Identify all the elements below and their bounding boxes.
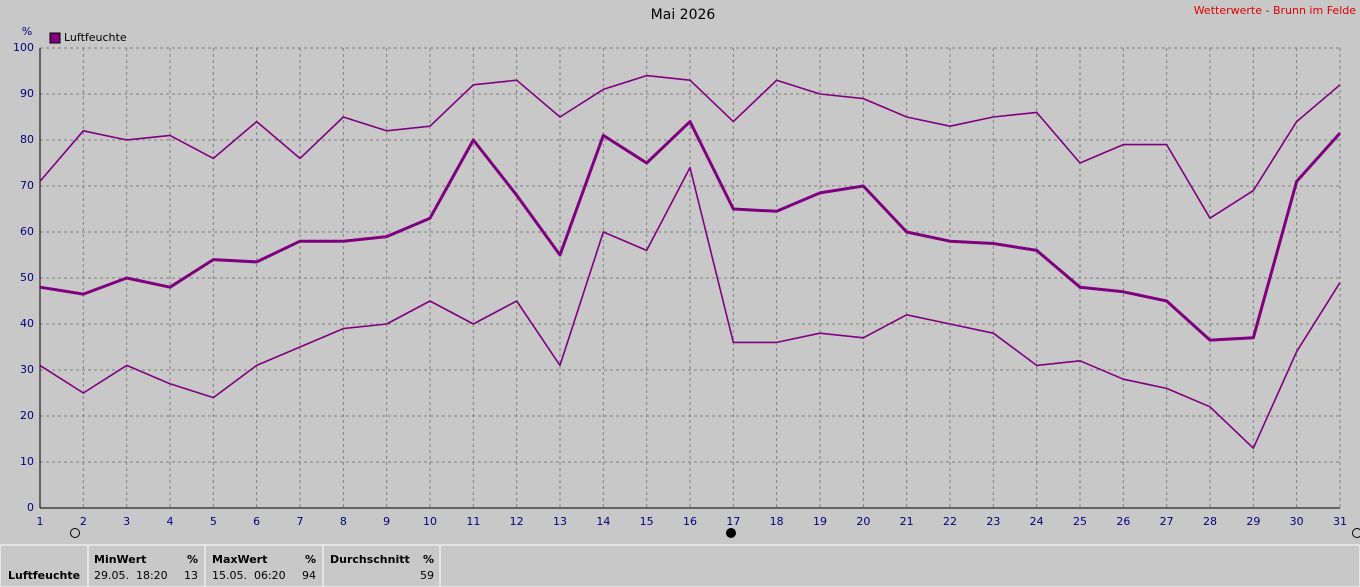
- y-tick-label: 60: [20, 225, 34, 238]
- marker: [70, 528, 80, 538]
- x-tick-label: 10: [423, 515, 437, 528]
- line-series: [39, 74, 1341, 219]
- x-tick-label: 1: [37, 515, 44, 528]
- legend-label: Luftfeuchte: [64, 31, 127, 44]
- marker: [726, 528, 736, 538]
- footer-table: Luftfeuchte MinWert % 29.05. 18:20 13 Ma…: [0, 544, 1360, 587]
- x-tick-label: 16: [683, 515, 697, 528]
- x-tick-label: 24: [1030, 515, 1044, 528]
- marker: [1352, 528, 1360, 538]
- x-tick-label: 3: [123, 515, 130, 528]
- y-tick-label: 20: [20, 409, 34, 422]
- x-tick-label: 15: [640, 515, 654, 528]
- row-label: Luftfeuchte: [8, 569, 80, 582]
- x-tick-label: 7: [297, 515, 304, 528]
- x-tick-label: 31: [1333, 515, 1347, 528]
- x-tick-label: 22: [943, 515, 957, 528]
- line-series: [39, 166, 1341, 449]
- col-header: MaxWert: [212, 553, 267, 566]
- x-tick-label: 28: [1203, 515, 1217, 528]
- col-unit: %: [305, 553, 316, 566]
- x-tick-label: 9: [383, 515, 390, 528]
- x-tick-label: 6: [253, 515, 260, 528]
- x-tick-label: 20: [856, 515, 870, 528]
- x-tick-label: 26: [1116, 515, 1130, 528]
- x-tick-label: 12: [510, 515, 524, 528]
- y-tick-label: 0: [27, 501, 34, 514]
- col-header: MinWert: [94, 553, 146, 566]
- y-tick-label: 10: [20, 455, 34, 468]
- source: Wetterwerte - Brunn im Felde: [1194, 4, 1357, 17]
- x-tick-label: 21: [900, 515, 914, 528]
- x-tick-label: 13: [553, 515, 567, 528]
- y-tick-label: 30: [20, 363, 34, 376]
- col-value: 13: [184, 569, 198, 582]
- x-tick-label: 19: [813, 515, 827, 528]
- y-tick-label: 80: [20, 133, 34, 146]
- table-bg: [0, 544, 1360, 587]
- x-tick-label: 29: [1246, 515, 1260, 528]
- x-tick-label: 30: [1290, 515, 1304, 528]
- y-tick-label: 90: [20, 87, 34, 100]
- col-unit: %: [187, 553, 198, 566]
- x-tick-label: 8: [340, 515, 347, 528]
- x-tick-label: 27: [1160, 515, 1174, 528]
- x-tick-label: 17: [726, 515, 740, 528]
- x-tick-label: 4: [167, 515, 174, 528]
- chart-title: Mai 2026: [651, 7, 716, 23]
- y-tick-label: 40: [20, 317, 34, 330]
- x-tick-label: 23: [986, 515, 1000, 528]
- col-time: 15.05. 06:20: [212, 569, 286, 582]
- col-header: Durchschnitt: [330, 553, 410, 566]
- y-tick-label: 70: [20, 179, 34, 192]
- y-tick-label: 50: [20, 271, 34, 284]
- y-axis-label: %: [22, 25, 32, 38]
- legend-swatch: [49, 32, 61, 44]
- col-unit: %: [423, 553, 434, 566]
- y-tick-label: 100: [13, 41, 34, 54]
- col-value: 94: [302, 569, 316, 582]
- x-tick-label: 2: [80, 515, 87, 528]
- x-tick-label: 25: [1073, 515, 1087, 528]
- x-tick-label: 11: [466, 515, 480, 528]
- line-series: [39, 120, 1342, 342]
- x-tick-label: 18: [770, 515, 784, 528]
- col-time: 29.05. 18:20: [94, 569, 168, 582]
- x-tick-label: 5: [210, 515, 217, 528]
- x-tick-label: 14: [596, 515, 610, 528]
- col-value: 59: [420, 569, 434, 582]
